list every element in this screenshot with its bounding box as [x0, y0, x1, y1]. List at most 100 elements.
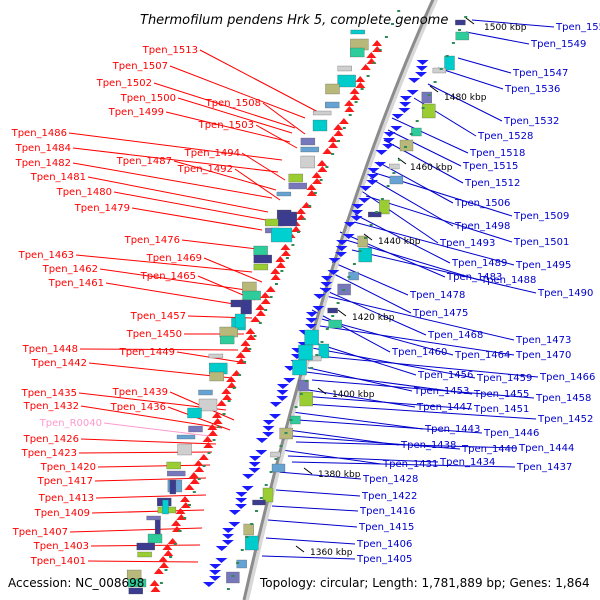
gene-label-left[interactable]: Tpen_R0040 [39, 418, 102, 429]
gene-label-right[interactable]: Tpen_1415 [358, 522, 414, 533]
gene-label-left[interactable]: Tpen_1500 [120, 93, 176, 104]
gene-label-right[interactable]: Tpen_1437 [516, 462, 572, 473]
gene-label-left[interactable]: Tpen_1486 [11, 128, 67, 139]
gene-label-left[interactable]: Tpen_1442 [31, 358, 87, 369]
gene-label-left[interactable]: Tpen_1426 [23, 434, 79, 445]
gene-label-right[interactable]: Tpen_1483 [446, 272, 502, 283]
gene-label-right[interactable]: Tpen_1459 [476, 373, 532, 384]
gene-label-left[interactable]: Tpen_1435 [21, 388, 77, 399]
gene-label-right[interactable]: Tpen_1488 [480, 275, 536, 286]
gene-label-right[interactable]: Tpen_1453 [413, 386, 469, 397]
gene-label-left[interactable]: Tpen_1450 [126, 329, 182, 340]
gene-label-right[interactable]: Tpen_1547 [512, 68, 568, 79]
gene-label-left[interactable]: Tpen_1423 [21, 448, 77, 459]
gene-label-left[interactable]: Tpen_1409 [34, 508, 90, 519]
gene-label-right[interactable]: Tpen_1452 [537, 414, 593, 425]
gene-label-left[interactable]: Tpen_1487 [116, 156, 172, 167]
gene-label-right[interactable]: Tpen_1460 [391, 347, 447, 358]
gene-label-right[interactable]: Tpen_1455 [473, 389, 529, 400]
gene-label-left[interactable]: Tpen_1484 [15, 143, 71, 154]
minor-tick [197, 478, 201, 480]
gene-label-right[interactable]: Tpen_1444 [518, 443, 574, 454]
gene-label-left[interactable]: Tpen_1432 [23, 401, 79, 412]
gene-label-right[interactable]: Tpen_1456 [417, 370, 473, 381]
gene-label-left[interactable]: Tpen_1503 [198, 120, 254, 131]
gene-arrow-reverse [391, 114, 404, 119]
gene-label-left[interactable]: Tpen_1481 [30, 172, 86, 183]
gene-label-right[interactable]: Tpen_1406 [356, 539, 412, 550]
gene-box [276, 191, 292, 197]
gene-arrow-forward [150, 586, 161, 592]
gene-label-left[interactable]: Tpen_1403 [33, 541, 89, 552]
gene-label-left[interactable]: Tpen_1492 [177, 164, 233, 175]
gene-label-right[interactable]: Tpen_1434 [439, 457, 495, 468]
gene-label-right[interactable]: Tpen_1501 [513, 237, 569, 248]
gene-label-left[interactable]: Tpen_1476 [124, 235, 180, 246]
gene-label-left[interactable]: Tpen_1508 [205, 98, 261, 109]
gene-label-right[interactable]: Tpen_1536 [504, 84, 560, 95]
gene-label-left[interactable]: Tpen_1417 [37, 476, 93, 487]
gene-label-right[interactable]: Tpen_1446 [483, 428, 539, 439]
gene-label-left[interactable]: Tpen_1407 [12, 527, 68, 538]
gene-label-right[interactable]: Tpen_1512 [464, 178, 520, 189]
minor-tick [274, 458, 278, 460]
gene-label-right[interactable]: Tpen_1550 [555, 22, 600, 33]
gene-label-left[interactable]: Tpen_1457 [130, 311, 186, 322]
gene-label-right[interactable]: Tpen_1493 [439, 238, 495, 249]
gene-label-right[interactable]: Tpen_1470 [515, 350, 571, 361]
gene-label-left[interactable]: Tpen_1502 [96, 78, 152, 89]
gene-label-right[interactable]: Tpen_1443 [424, 424, 480, 435]
gene-label-right[interactable]: Tpen_1438 [400, 440, 456, 451]
gene-label-right[interactable]: Tpen_1475 [412, 308, 468, 319]
gene-label-left[interactable]: Tpen_1469 [146, 253, 202, 264]
gene-label-left[interactable]: Tpen_1480 [56, 187, 112, 198]
gene-label-left[interactable]: Tpen_1482 [15, 158, 71, 169]
kbp-ticks: 1500 kbp 1480 kbp 1460 kbp 1440 kbp 1420 kbp… [159, 10, 527, 590]
gene-label-right[interactable]: Tpen_1416 [359, 506, 415, 517]
gene-label-right[interactable]: Tpen_1428 [362, 474, 418, 485]
gene-label-left[interactable]: Tpen_1401 [30, 556, 86, 567]
gene-label-right[interactable]: Tpen_1528 [477, 131, 533, 142]
gene-label-left[interactable]: Tpen_1413 [38, 493, 94, 504]
gene-label-left[interactable]: Tpen_1465 [140, 271, 196, 282]
gene-label-right[interactable]: Tpen_1458 [535, 393, 591, 404]
gene-label-left[interactable]: Tpen_1499 [108, 107, 164, 118]
gene-label-right[interactable]: Tpen_1532 [503, 116, 559, 127]
gene-label-right[interactable]: Tpen_1506 [454, 198, 510, 209]
gene-arrow-reverse [408, 78, 421, 83]
gene-label-left[interactable]: Tpen_1462 [42, 264, 98, 275]
gene-label-left[interactable]: Tpen_1513 [142, 45, 198, 56]
gene-label-right[interactable]: Tpen_1468 [427, 330, 483, 341]
gene-label-right[interactable]: Tpen_1451 [473, 404, 529, 415]
gene-label-right[interactable]: Tpen_1495 [515, 260, 571, 271]
gene-label-right[interactable]: Tpen_1478 [409, 290, 465, 301]
gene-label-right[interactable]: Tpen_1473 [515, 335, 571, 346]
gene-arrow-forward [241, 346, 252, 352]
gene-label-right[interactable]: Tpen_1498 [454, 221, 510, 232]
gene-label-left[interactable]: Tpen_1507 [112, 61, 168, 72]
gene-label-left[interactable]: Tpen_1461 [48, 278, 104, 289]
gene-label-left[interactable]: Tpen_1448 [22, 344, 78, 355]
gene-label-right[interactable]: Tpen_1466 [539, 372, 595, 383]
gene-label-left[interactable]: Tpen_1494 [184, 148, 240, 159]
gene-label-left[interactable]: Tpen_1436 [110, 402, 166, 413]
gene-label-left[interactable]: Tpen_1463 [18, 250, 74, 261]
gene-label-left[interactable]: Tpen_1449 [119, 347, 175, 358]
gene-label-left[interactable]: Tpen_1420 [40, 462, 96, 473]
gene-label-right[interactable]: Tpen_1447 [416, 402, 472, 413]
gene-label-right[interactable]: Tpen_1549 [530, 39, 586, 50]
gene-label-right[interactable]: Tpen_1440 [461, 444, 517, 455]
gene-label-right[interactable]: Tpen_1489 [451, 258, 507, 269]
gene-label-right[interactable]: Tpen_1518 [469, 148, 525, 159]
gene-label-right[interactable]: Tpen_1490 [537, 288, 593, 299]
gene-label-right[interactable]: Tpen_1422 [361, 491, 417, 502]
gene-label-left[interactable]: Tpen_1479 [74, 203, 130, 214]
gene-label-right[interactable]: Tpen_1431 [382, 459, 438, 470]
gene-label-right[interactable]: Tpen_1515 [462, 161, 518, 172]
gene-arrow-reverse [320, 282, 333, 287]
gene-label-right[interactable]: Tpen_1464 [454, 350, 510, 361]
gene-label-left[interactable]: Tpen_1439 [112, 387, 168, 398]
kbp-tick [303, 467, 313, 475]
gene-label-right[interactable]: Tpen_1509 [513, 211, 569, 222]
gene-label-right[interactable]: Tpen_1405 [356, 554, 412, 565]
